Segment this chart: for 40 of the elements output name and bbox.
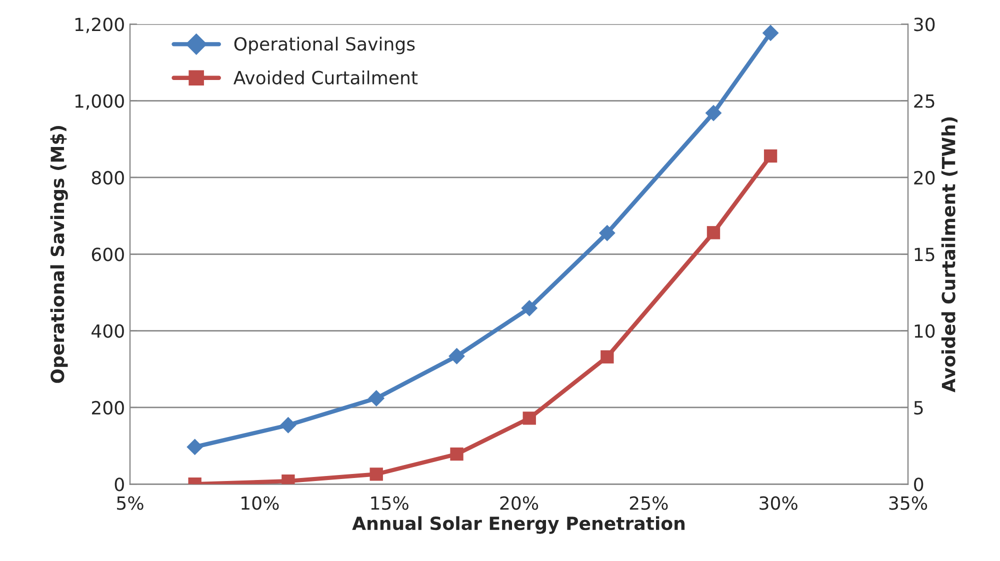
y-tick-label: 800 <box>92 170 124 185</box>
point <box>521 300 538 316</box>
point <box>705 104 722 122</box>
x-tick-label: 5% <box>117 496 144 510</box>
point <box>764 149 778 163</box>
y2-tick-label: 5 <box>914 401 923 415</box>
x-tick-label: 15% <box>371 496 408 510</box>
x-tick-label: 35% <box>889 496 928 510</box>
y-tick-label: 1,200 <box>75 18 124 34</box>
x-tick-label: 25% <box>630 496 668 510</box>
point <box>600 350 614 364</box>
y2-tick-label: 10 <box>914 324 935 338</box>
point <box>450 448 464 461</box>
legend-label: Operational Savings <box>234 36 415 54</box>
point <box>370 468 383 481</box>
y-tick-label: 1,000 <box>75 94 124 110</box>
point <box>598 224 616 242</box>
y-tick-label: 200 <box>92 400 124 415</box>
legend-label: Avoided Curtailment <box>233 70 418 84</box>
y2-tick-label: 15 <box>914 248 934 262</box>
point <box>706 226 720 240</box>
x-axis-title: Annual Solar Energy Penetration <box>352 516 685 534</box>
point <box>448 348 465 364</box>
y2-tick-label: 20 <box>914 170 935 185</box>
y2-axis-title: Avoided Curtailment (TWh) <box>941 117 958 392</box>
y2-tick-label: 30 <box>914 18 935 32</box>
x-tick-label: 20% <box>500 496 538 510</box>
y2-tick-label: 0 <box>914 478 924 492</box>
y-tick-label: 400 <box>92 324 124 338</box>
y2-tick-label: 25 <box>914 94 934 108</box>
point <box>368 390 385 406</box>
x-tick-label: 30% <box>760 496 798 510</box>
y-axis-title: Operational Savings (M$) <box>50 126 68 383</box>
x-tick-label: 10% <box>242 496 279 510</box>
y-tick-label: 0 <box>114 478 124 492</box>
point <box>762 24 779 42</box>
y-tick-label: 600 <box>92 248 124 262</box>
point <box>280 416 296 434</box>
point <box>186 438 204 456</box>
point <box>522 412 536 425</box>
